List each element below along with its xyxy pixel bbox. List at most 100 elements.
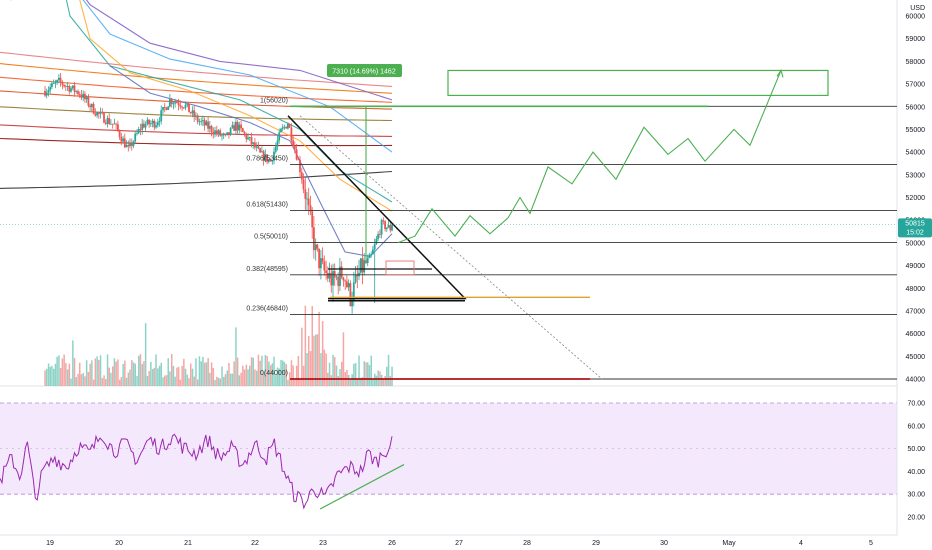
volume-bar bbox=[354, 363, 357, 386]
volume-bar bbox=[382, 379, 385, 386]
volume-bar bbox=[389, 376, 392, 386]
candle-body bbox=[323, 261, 326, 271]
candle-body bbox=[87, 97, 90, 106]
candle-body bbox=[136, 133, 138, 134]
volume-bar bbox=[269, 365, 272, 386]
candle-body bbox=[106, 118, 109, 124]
candle-body bbox=[47, 90, 50, 93]
volume-bar bbox=[148, 371, 150, 386]
candle-body bbox=[82, 93, 85, 98]
volume-bar bbox=[363, 361, 365, 386]
candle-body bbox=[262, 151, 265, 161]
candle-body bbox=[247, 137, 249, 140]
volume-bar bbox=[89, 363, 91, 386]
candle-body bbox=[139, 129, 142, 130]
candle-body bbox=[339, 266, 341, 286]
candle-body bbox=[387, 225, 390, 228]
candle-body bbox=[94, 113, 97, 116]
volume-bar bbox=[169, 371, 171, 386]
volume-bar bbox=[367, 362, 369, 386]
ma-violet bbox=[85, 0, 393, 101]
volume-bar bbox=[51, 365, 53, 386]
candle-body bbox=[290, 127, 293, 141]
rsi-band bbox=[0, 403, 897, 495]
volume-bar bbox=[94, 358, 97, 386]
volume-bar bbox=[127, 372, 130, 386]
candle-body bbox=[255, 146, 258, 148]
volume-bar bbox=[273, 356, 275, 386]
candle-body bbox=[309, 205, 312, 212]
volume-bar bbox=[85, 360, 88, 386]
candle-body bbox=[118, 130, 121, 137]
volume-bar bbox=[351, 374, 353, 386]
candle-body bbox=[59, 77, 62, 82]
candle-body bbox=[172, 103, 175, 105]
volume-bar bbox=[262, 373, 265, 386]
volume-bar bbox=[198, 356, 201, 386]
rsi-line bbox=[0, 433, 393, 510]
volume-bar bbox=[384, 376, 386, 386]
volume-bar bbox=[217, 377, 220, 386]
volume-bar bbox=[268, 361, 270, 386]
volume-bar bbox=[197, 379, 199, 386]
volume-bar bbox=[346, 369, 348, 386]
volume-bar bbox=[349, 379, 352, 386]
candle-body bbox=[229, 128, 232, 135]
volume-bar bbox=[205, 362, 208, 386]
candle-body bbox=[186, 103, 189, 106]
volume-bars bbox=[44, 305, 393, 386]
volume-bar bbox=[68, 363, 71, 386]
volume-bar bbox=[79, 362, 81, 386]
volume-bar bbox=[315, 334, 317, 386]
volume-bar bbox=[231, 373, 234, 386]
candle-body bbox=[113, 123, 116, 125]
candle-body bbox=[238, 124, 241, 131]
candle-body bbox=[274, 146, 277, 152]
volume-bar bbox=[106, 354, 109, 386]
candle-body bbox=[250, 137, 253, 144]
candle-body bbox=[391, 224, 393, 231]
candle-body bbox=[163, 107, 166, 108]
candle-body bbox=[122, 138, 124, 142]
volume-bar bbox=[99, 355, 102, 386]
fib-level-label: 0.786(53450) bbox=[246, 156, 288, 163]
volume-bar bbox=[56, 356, 58, 386]
candle-body bbox=[155, 125, 157, 128]
candle-body bbox=[340, 266, 343, 278]
candle-body bbox=[330, 272, 333, 286]
volume-bar bbox=[183, 358, 185, 386]
volume-bar bbox=[151, 369, 154, 386]
volume-bar bbox=[87, 372, 90, 386]
volume-bar bbox=[304, 305, 307, 386]
candle-body bbox=[56, 80, 58, 83]
candle-body bbox=[349, 283, 352, 307]
candle-body bbox=[169, 99, 171, 107]
volume-bar bbox=[44, 370, 46, 386]
candle-body bbox=[202, 120, 204, 121]
candle-body bbox=[231, 125, 234, 128]
candle-body bbox=[321, 258, 324, 262]
candle-body bbox=[267, 159, 270, 162]
candle-body bbox=[196, 115, 199, 122]
volume-bar bbox=[195, 358, 197, 386]
candle-body bbox=[302, 179, 305, 190]
volume-bar bbox=[172, 365, 175, 386]
volume-bar bbox=[309, 351, 312, 386]
volume-bar bbox=[335, 365, 338, 386]
volume-bar bbox=[332, 354, 334, 386]
axes: USD6000059000580005700056000550005400053… bbox=[0, 5, 932, 547]
fib-level-label: 0(44000) bbox=[260, 370, 288, 377]
time-tick-label: 30 bbox=[660, 540, 668, 547]
candle-body bbox=[158, 121, 161, 123]
candle-body bbox=[299, 159, 301, 173]
volume-bar bbox=[53, 368, 55, 386]
candle-body bbox=[342, 277, 345, 281]
candle-body bbox=[174, 102, 176, 104]
candle-body bbox=[208, 126, 211, 129]
fib-level-label: 0.618(51430) bbox=[246, 201, 288, 208]
volume-bar bbox=[47, 363, 50, 386]
price-tick-label: 57000 bbox=[906, 82, 926, 89]
candle-body bbox=[325, 270, 327, 273]
candle-body bbox=[379, 234, 381, 235]
candle-body bbox=[144, 124, 147, 128]
